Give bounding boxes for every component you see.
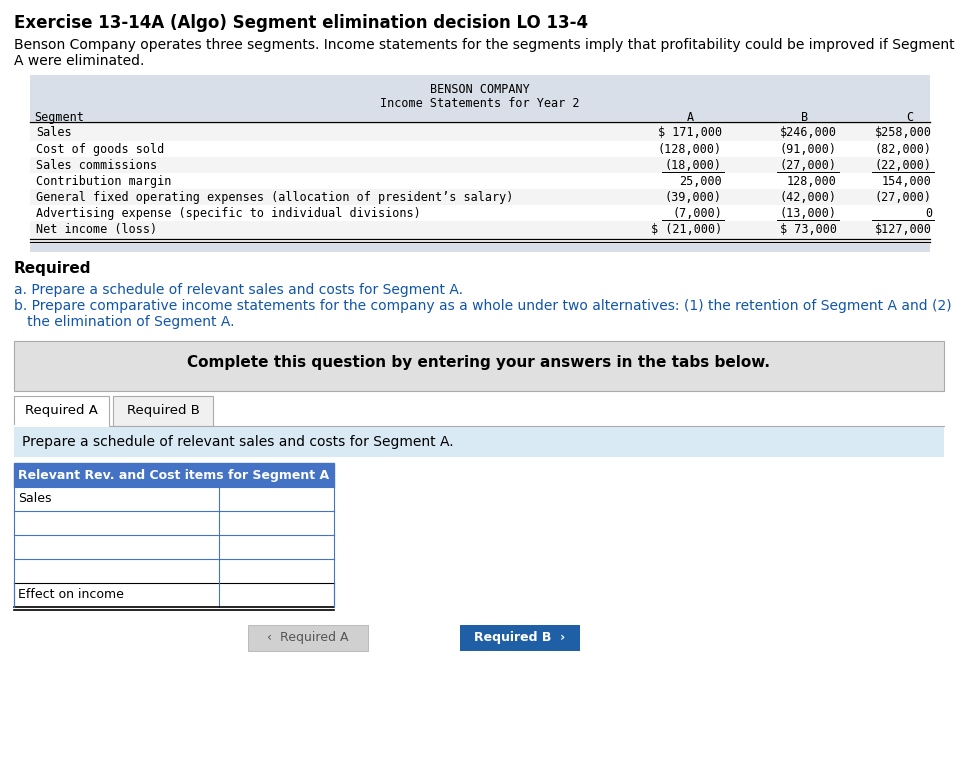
Bar [14,559,334,583]
Text: Complete this question by entering your answers in the tabs below.: Complete this question by entering your … [188,355,770,370]
Text: Segment: Segment [34,111,84,124]
Text: $ 73,000: $ 73,000 [780,223,837,236]
Bar [30,221,930,239]
Text: Required B  ›: Required B › [474,631,565,644]
Text: Contribution margin: Contribution margin [36,175,171,188]
Text: A: A [687,111,694,124]
Text: Income Statements for Year 2: Income Statements for Year 2 [380,97,580,110]
Text: Exercise 13-14A (Algo) Segment elimination decision LO 13-4: Exercise 13-14A (Algo) Segment eliminati… [14,14,588,32]
Bar [14,396,109,426]
Text: B: B [802,111,809,124]
Bar [14,487,334,511]
Text: Prepare a schedule of relevant sales and costs for Segment A.: Prepare a schedule of relevant sales and… [22,435,454,449]
Text: (39,000): (39,000) [665,191,722,204]
Text: Required A: Required A [25,404,98,417]
Text: Net income (loss): Net income (loss) [36,223,157,236]
Text: (27,000): (27,000) [875,191,932,204]
Text: Sales commissions: Sales commissions [36,159,157,172]
Text: 25,000: 25,000 [679,175,722,188]
Bar [30,75,930,121]
Bar [14,583,334,607]
Text: $258,000: $258,000 [875,126,932,139]
Text: Required: Required [14,261,92,276]
Text: $246,000: $246,000 [780,126,837,139]
Text: (91,000): (91,000) [780,143,837,156]
Text: C: C [906,111,914,124]
Text: (22,000): (22,000) [875,159,932,172]
Text: (42,000): (42,000) [780,191,837,204]
Bar [30,157,930,173]
Text: $127,000: $127,000 [875,223,932,236]
Text: (13,000): (13,000) [780,207,837,220]
Text: 128,000: 128,000 [787,175,837,188]
Bar [14,463,334,487]
Text: Relevant Rev. and Cost items for Segment A: Relevant Rev. and Cost items for Segment… [18,469,330,482]
Text: (7,000): (7,000) [673,207,722,220]
Text: Sales: Sales [36,126,72,139]
Text: (82,000): (82,000) [875,143,932,156]
Bar [30,189,930,205]
Text: BENSON COMPANY: BENSON COMPANY [430,83,530,96]
Text: General fixed operating expenses (allocation of president’s salary): General fixed operating expenses (alloca… [36,191,513,204]
Text: A were eliminated.: A were eliminated. [14,54,145,68]
Text: the elimination of Segment A.: the elimination of Segment A. [14,315,235,329]
Text: Effect on income: Effect on income [18,588,124,601]
Text: (128,000): (128,000) [658,143,722,156]
Bar [14,511,334,535]
Text: Advertising expense (specific to individual divisions): Advertising expense (specific to individ… [36,207,421,220]
Bar [14,341,944,391]
Bar [30,244,930,252]
Text: $ (21,000): $ (21,000) [650,223,722,236]
Text: b. Prepare comparative income statements for the company as a whole under two al: b. Prepare comparative income statements… [14,299,951,313]
Bar [30,124,930,141]
Bar [14,427,944,457]
Text: 154,000: 154,000 [882,175,932,188]
Text: Cost of goods sold: Cost of goods sold [36,143,164,156]
Text: (27,000): (27,000) [780,159,837,172]
Text: 0: 0 [924,207,932,220]
Text: ‹  Required A: ‹ Required A [267,631,349,644]
Text: (18,000): (18,000) [665,159,722,172]
Bar [248,625,368,651]
Text: Sales: Sales [18,492,52,505]
Bar [460,625,580,651]
Bar [14,535,334,559]
Text: a. Prepare a schedule of relevant sales and costs for Segment A.: a. Prepare a schedule of relevant sales … [14,283,463,297]
Bar [113,396,213,426]
Text: $ 171,000: $ 171,000 [658,126,722,139]
Text: Required B: Required B [126,404,199,417]
Text: Benson Company operates three segments. Income statements for the segments imply: Benson Company operates three segments. … [14,38,954,52]
